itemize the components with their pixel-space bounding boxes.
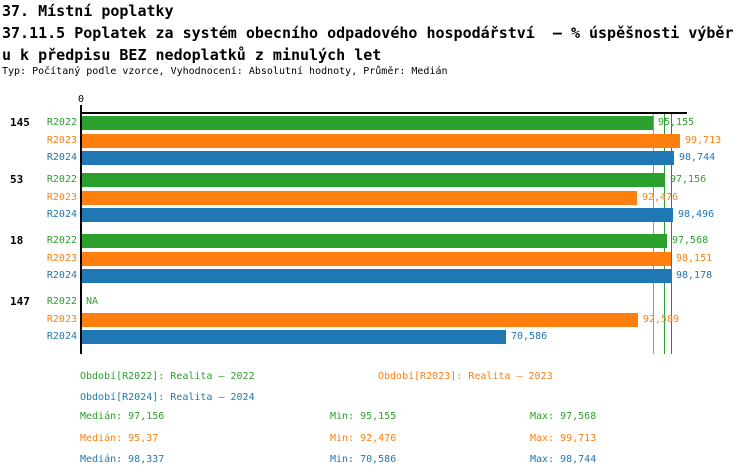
report-meta: Typ: Počítaný podle vzorce, Vyhodnocení:…: [2, 66, 448, 77]
legend-item-R2023: Období[R2023]: Realita – 2023: [378, 371, 553, 382]
value-label-R2023-53: 92,476: [642, 191, 679, 203]
category-label-18: 18: [10, 234, 24, 247]
bar-R2023-145: [82, 133, 680, 148]
bar-R2022-53: [82, 173, 665, 187]
legend-item-R2024: Období[R2024]: Realita – 2024: [80, 392, 255, 403]
series-label-R2023-147: R2023: [46, 313, 77, 325]
report-subtitle-line2: u k předpisu BEZ nedoplatků z minulých l…: [2, 46, 382, 64]
series-label-R2024-18: R2024: [46, 270, 77, 281]
bar-R2023-53: [82, 190, 637, 205]
stat-min-R2023: Min: 92,476: [330, 433, 397, 444]
x-axis-tick: [80, 105, 82, 112]
category-label-147: 147: [10, 295, 30, 308]
value-label-R2023-147: 92,589: [643, 313, 680, 325]
stat-median-R2023: Medián: 95,37: [80, 433, 159, 444]
stat-min-R2022: Min: 95,155: [330, 411, 397, 422]
reference-line-median-R2023: [653, 112, 654, 354]
legend-item-R2022: Období[R2022]: Realita – 2022: [80, 371, 255, 382]
category-label-53: 53: [10, 173, 24, 186]
series-label-R2024-147: R2024: [46, 331, 77, 342]
report-title: 37. Místní poplatky: [2, 2, 174, 20]
stat-min-R2024: Min: 70,586: [330, 454, 397, 465]
bar-R2022-18: [82, 234, 667, 248]
series-label-R2022-53: R2022: [46, 174, 77, 185]
x-axis-line: [80, 112, 687, 114]
x-tick-label-0: 0: [77, 94, 85, 105]
bar-R2023-18: [82, 251, 671, 266]
value-label-R2024-145: 98,744: [679, 152, 716, 163]
stat-median-R2022: Medián: 97,156: [80, 411, 165, 422]
stat-max-R2024: Max: 98,744: [530, 454, 597, 465]
series-label-R2022-147: R2022: [46, 296, 77, 307]
value-label-R2022-147: NA: [86, 296, 99, 307]
bar-R2024-53: [82, 208, 673, 222]
value-label-R2022-18: 97,568: [672, 235, 709, 246]
value-label-R2024-147: 70,586: [511, 331, 548, 342]
stat-max-R2023: Max: 99,713: [530, 433, 597, 444]
bar-R2023-147: [82, 312, 638, 327]
bar-R2024-147: [82, 330, 506, 344]
series-label-R2022-18: R2022: [46, 235, 77, 246]
series-label-R2023-53: R2023: [46, 191, 77, 203]
value-label-R2024-18: 98,178: [676, 270, 713, 281]
series-label-R2024-53: R2024: [46, 209, 77, 220]
bar-R2022-145: [82, 116, 653, 130]
value-label-R2022-145: 95,155: [658, 117, 695, 128]
series-label-R2022-145: R2022: [46, 117, 77, 128]
series-label-R2023-18: R2023: [46, 252, 77, 264]
report-subtitle-line1: 37.11.5 Poplatek za systém obecního odpa…: [2, 24, 734, 42]
stat-max-R2022: Max: 97,568: [530, 411, 597, 422]
category-label-145: 145: [10, 116, 30, 129]
bar-R2024-145: [82, 151, 674, 165]
value-label-R2023-145: 99,713: [685, 134, 722, 146]
value-label-R2023-18: 98,151: [676, 252, 713, 264]
series-label-R2024-145: R2024: [46, 152, 77, 163]
stat-median-R2024: Medián: 98,337: [80, 454, 165, 465]
reference-line-median-R2022: [664, 112, 665, 354]
series-label-R2023-145: R2023: [46, 134, 77, 146]
reference-line-median-R2024: [671, 112, 672, 354]
value-label-R2022-53: 97,156: [670, 174, 707, 185]
value-label-R2024-53: 98,496: [678, 209, 715, 220]
y-axis-line: [80, 112, 82, 354]
bar-R2024-18: [82, 269, 671, 283]
